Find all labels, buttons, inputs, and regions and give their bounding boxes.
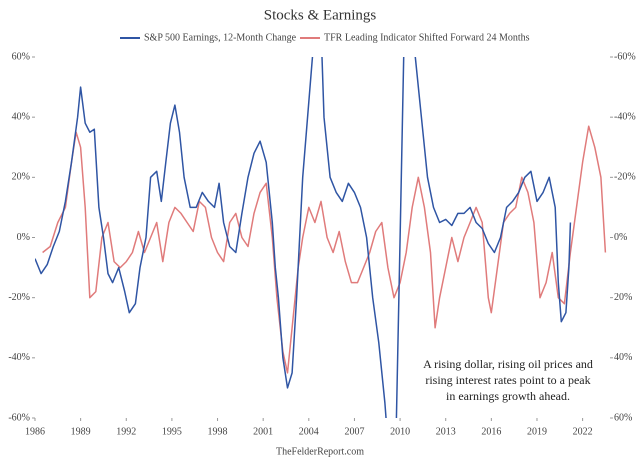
x-tick-label: 1998 [208, 426, 228, 437]
footer: TheFelderReport.com [276, 446, 364, 457]
annotation-box [414, 355, 600, 411]
x-tick-label: 2022 [573, 426, 593, 437]
y2-tick-label: 20% [614, 292, 632, 303]
x-tick-label: 1989 [71, 426, 91, 437]
y-tick-label: 20% [12, 172, 30, 183]
y-tick-label: 40% [12, 111, 30, 122]
x-tick-label: 2004 [299, 426, 319, 437]
series-line [42, 125, 607, 374]
y2-tick-label: -20% [614, 172, 636, 183]
annotation: in earnings growth ahead. [446, 389, 570, 403]
x-tick-label: 2010 [390, 426, 410, 437]
y2-tick-label: 40% [614, 352, 632, 363]
y2-tick-label: 0% [614, 232, 627, 243]
x-tick-label: 1992 [116, 426, 136, 437]
x-tick-label: 2001 [253, 426, 273, 437]
y-tick-label: -20% [8, 292, 30, 303]
x-tick-label: 2019 [527, 426, 547, 437]
annotation: A rising dollar, rising oil prices and [423, 357, 593, 371]
x-tick-label: 1986 [25, 426, 45, 437]
x-tick-label: 2016 [481, 426, 501, 437]
y-tick-label: 0% [17, 232, 30, 243]
y2-tick-label: 60% [614, 412, 632, 423]
x-tick-label: 2007 [344, 426, 364, 437]
y-tick-label: -40% [8, 352, 30, 363]
chart-title: Stocks & Earnings [264, 7, 377, 23]
series-line [35, 57, 572, 418]
x-tick-label: 2013 [436, 426, 456, 437]
legend-label: S&P 500 Earnings, 12-Month Change [144, 32, 297, 43]
y-tick-label: 60% [12, 51, 30, 62]
y2-tick-label: -60% [614, 51, 636, 62]
y-tick-label: -60% [8, 412, 30, 423]
y2-tick-label: -40% [614, 111, 636, 122]
x-tick-label: 1995 [162, 426, 182, 437]
legend-label: TFR Leading Indicator Shifted Forward 24… [324, 32, 530, 43]
plot-area [35, 57, 607, 418]
annotation: rising interest rates point to a peak [425, 373, 590, 387]
